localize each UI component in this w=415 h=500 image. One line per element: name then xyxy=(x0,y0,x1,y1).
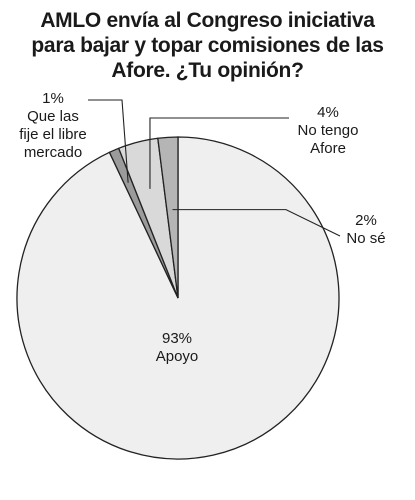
chart-title-line-1: AMLO envía al Congreso iniciativa xyxy=(40,9,375,32)
label-no-tengo-line-2: Afore xyxy=(310,140,346,157)
chart-title-line-3: Afore. ¿Tu opinión? xyxy=(111,59,304,82)
label-apoyo: 93% Apoyo xyxy=(142,330,212,366)
leader-line-no-tengo xyxy=(149,117,289,189)
label-libre-line-1: Que las xyxy=(27,108,79,125)
label-apoyo-text: Apoyo xyxy=(155,348,199,365)
leader-line-no-se xyxy=(172,209,341,237)
chart-title: AMLO envía al Congreso iniciativa para b… xyxy=(0,8,415,83)
label-libre-line-3: mercado xyxy=(23,144,83,161)
pie-slices xyxy=(16,136,340,460)
chart-title-line-2: para bajar y topar comisiones de las xyxy=(31,34,384,57)
label-no-se-pct: 2% xyxy=(355,212,377,229)
pie-slice-no-se xyxy=(157,136,179,299)
label-no-tengo-afore: 4% No tengo Afore xyxy=(292,104,364,158)
label-libre-line-2: fije el libre xyxy=(19,126,87,143)
label-libre-pct: 1% xyxy=(42,90,64,107)
label-libre-mercado: 1% Que las fije el libre mercado xyxy=(8,90,98,162)
label-apoyo-pct: 93% xyxy=(161,330,193,347)
leader-line-libre xyxy=(88,99,129,183)
label-no-se-text: No sé xyxy=(346,230,386,247)
leader-lines xyxy=(88,99,341,237)
label-no-tengo-line-1: No tengo xyxy=(297,122,359,139)
label-no-tengo-pct: 4% xyxy=(317,104,339,121)
label-no-se: 2% No sé xyxy=(344,212,388,248)
